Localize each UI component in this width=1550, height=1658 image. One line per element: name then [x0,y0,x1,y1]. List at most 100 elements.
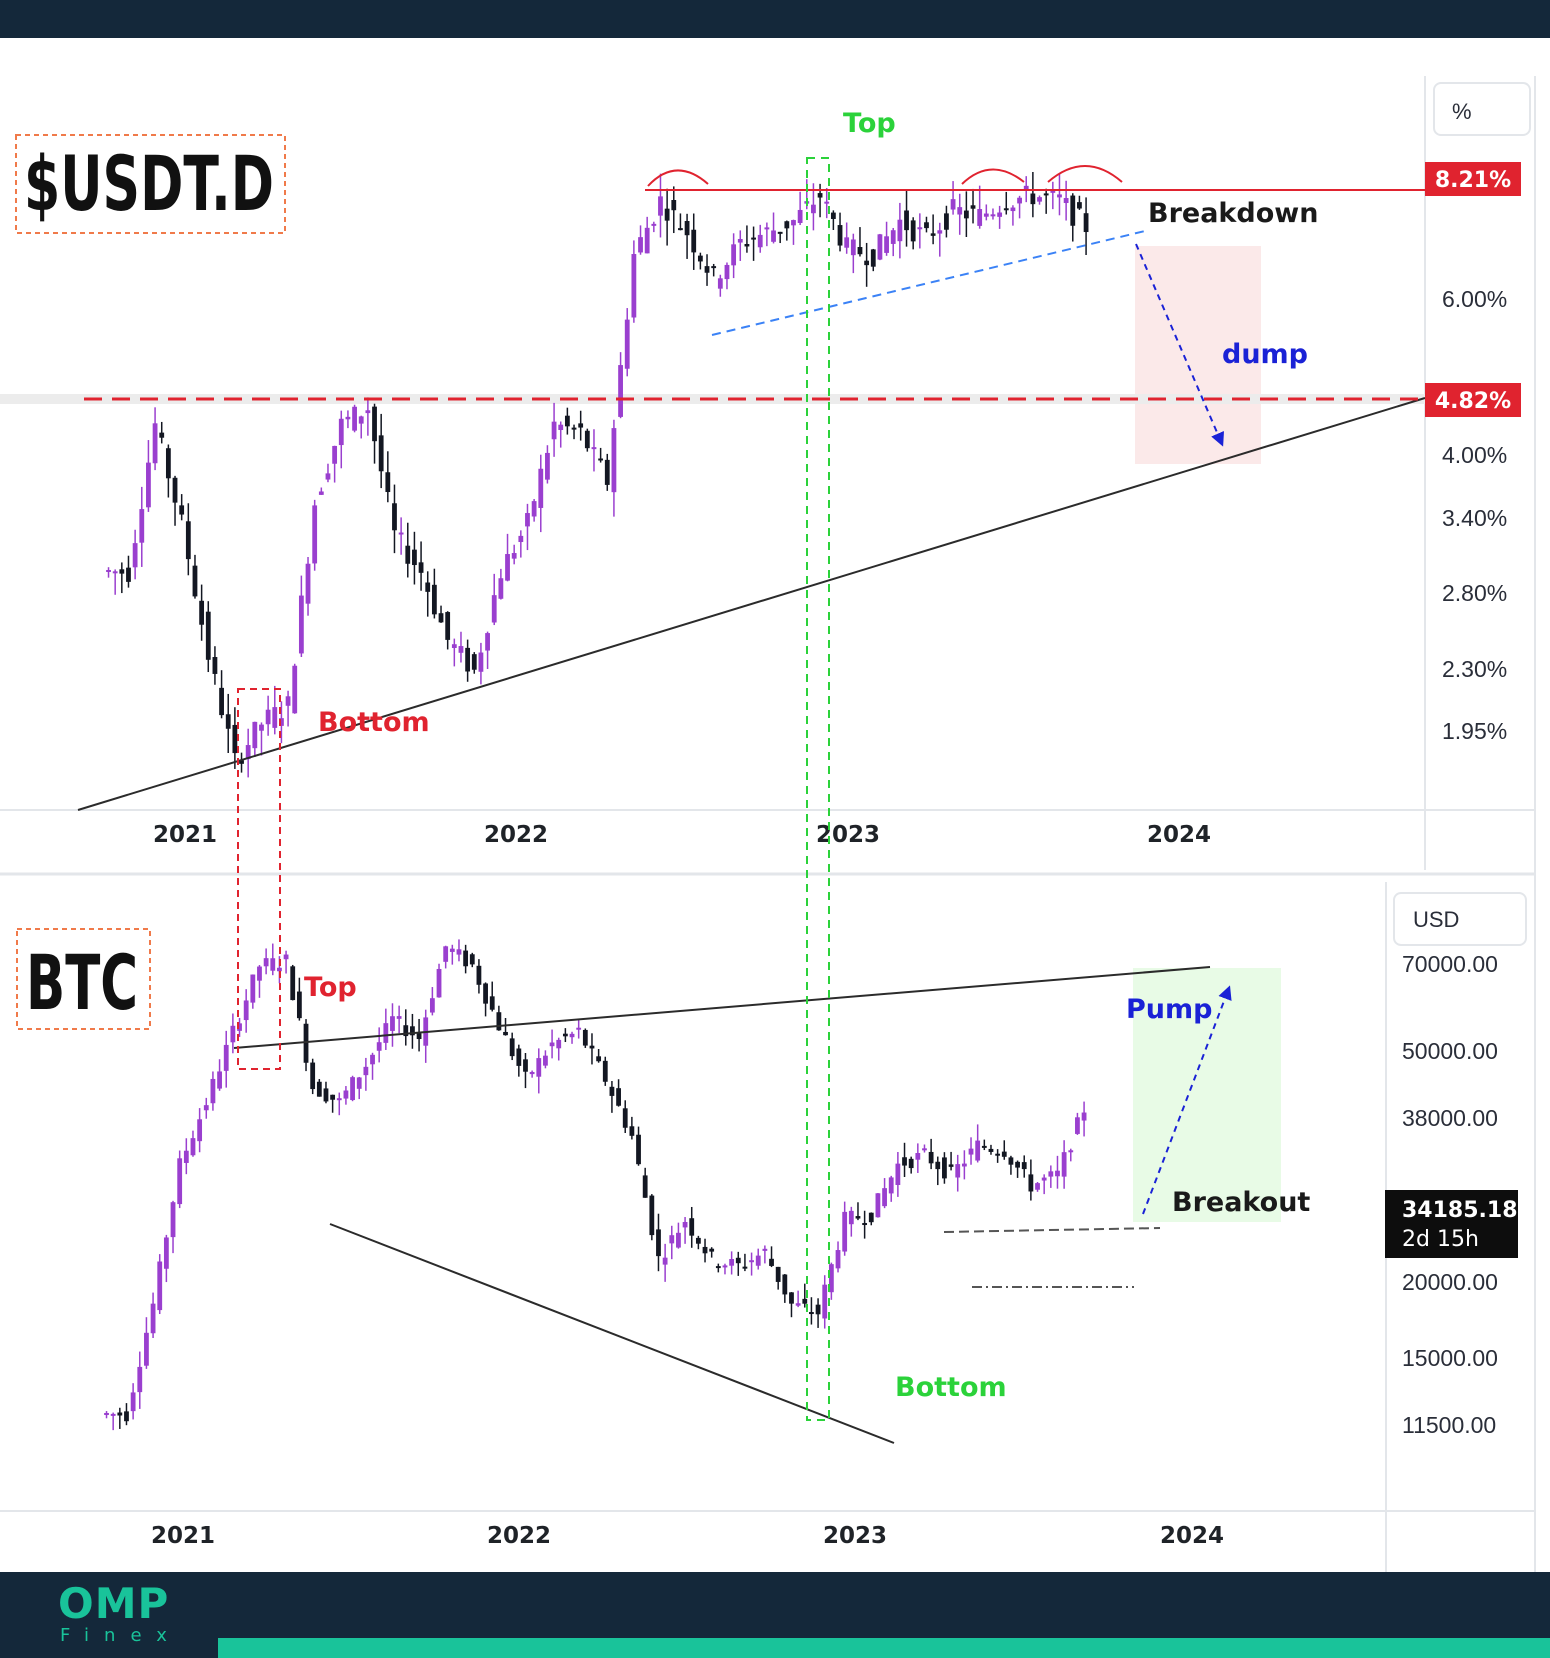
btc-candle-body [1068,1150,1074,1153]
usdt-candle-body [159,432,165,438]
usdt-unit-box[interactable] [1433,82,1531,136]
usdt-candle-body [505,554,510,581]
green-connector [806,157,830,1421]
btc-candle-body [862,1223,868,1226]
btc-candle-body [343,1090,349,1099]
btc-title: BTC [26,938,138,1027]
usdt-candle-body [624,319,630,369]
usdt-candle-body [764,227,770,230]
btc-candle-body [749,1260,754,1263]
usdt-title-box [15,134,286,234]
usdt-candle-body [850,239,856,256]
dump-arrow [1135,243,1225,447]
btc-candle-body [363,1066,369,1076]
usdt-candle-body [1043,193,1049,196]
usdt-candle-body [924,222,929,229]
btc-candle-body [429,998,435,1013]
usdt-candle-body [811,204,816,214]
cross-panel-markers [237,157,830,1421]
btc-candle-body [955,1164,961,1178]
usdt-candle-body [1077,202,1082,209]
usdt-candle-body [491,595,497,623]
btc-countdown: 2d 15h [1402,1227,1479,1252]
usdt-candle-body [365,410,371,414]
usdt-candle-body [844,237,850,248]
btc-candle-body [237,1023,242,1031]
btc-candle-body [855,1216,861,1219]
usdt-candle-body [378,435,384,472]
usdt-candle-body [185,521,191,560]
btc-y-tick: 11500.00 [1402,1412,1496,1438]
usdt-candle-body [1070,195,1076,226]
btc-candle-body [928,1151,934,1164]
btc-candle-body [217,1071,222,1089]
usdt-candle-body [1003,208,1009,211]
usdt-candle-body [711,266,717,269]
usdt-candle-body [132,543,138,568]
btc-candles [104,939,1087,1431]
usdt-candle-body [305,563,311,604]
usdt-candles [106,171,1089,778]
btc-candle-body [702,1246,708,1254]
btc-candle-body [895,1163,901,1185]
btc-candle-body [203,1105,209,1111]
btc-candle-body [336,1098,342,1101]
usdt-x-tick: 2024 [1147,822,1211,848]
usdt-candle-body [232,724,238,754]
usdt-candle-body [298,595,304,654]
btc-breakout-label: Breakout [1172,1187,1310,1218]
btc-candle-body [303,1023,309,1063]
btc-candle-body [163,1237,169,1269]
btc-unit-box[interactable] [1393,892,1527,946]
btc-candle-body [848,1210,854,1225]
usdt-candle-body [205,611,211,660]
usdt-candle-body [930,233,936,236]
usdt-candle-body [777,231,783,234]
usdt-candle-body [392,503,397,531]
dump-zone [1135,246,1261,464]
brand-name: OMP [58,1579,170,1628]
usdt-candle-body [651,223,657,226]
btc-candle-body [868,1212,874,1223]
usdt-candle-body [704,266,710,273]
usdt-candle-body [591,447,597,450]
usdt-candle-body [584,430,590,449]
usdt-candle-body [458,646,464,653]
usdt-candle-body [890,230,896,244]
btc-candle-body [1035,1183,1040,1190]
usdt-candle-body [1063,198,1069,204]
usdt-candle-body [1030,193,1036,205]
btc-candle-body [190,1138,196,1156]
btc-candle-body [383,1023,389,1043]
usdt-price-tag-4-82 [1425,383,1521,417]
usdt-candle-body [857,247,863,255]
usdt-candle-body [744,244,750,247]
usdt-title: $USDT.D [24,139,274,228]
btc-candle-body [676,1232,681,1248]
btc-candle-body [223,1044,229,1071]
usdt-candle-body [1017,197,1022,204]
btc-candle-body [263,958,269,967]
btc-candle-body [536,1058,542,1077]
btc-candle-body [449,948,455,952]
usdt-candle-body [717,278,723,289]
usdt-candle-body [478,652,484,672]
btc-candle-body [709,1248,715,1252]
btc-candle-body [782,1274,788,1295]
usdt-candle-body [325,473,331,480]
usdt-candle-body [285,696,291,706]
usdt-candle-body [877,234,883,260]
usdt-candle-body [431,584,437,615]
usdt-breakdown-trendline [711,230,1146,336]
usdt-candle-body [279,718,284,726]
top-arc-2 [961,168,1025,185]
usdt-candle-body [398,532,404,535]
usdt-support-trendline [77,397,1426,811]
btc-title-box [16,928,151,1030]
usdt-candle-body [332,445,338,464]
btc-candle-body [689,1218,695,1236]
btc-candle-body [589,1045,595,1049]
usdt-candle-body [963,210,969,219]
usdt-candle-body [751,237,756,240]
btc-candle-body [828,1264,834,1293]
